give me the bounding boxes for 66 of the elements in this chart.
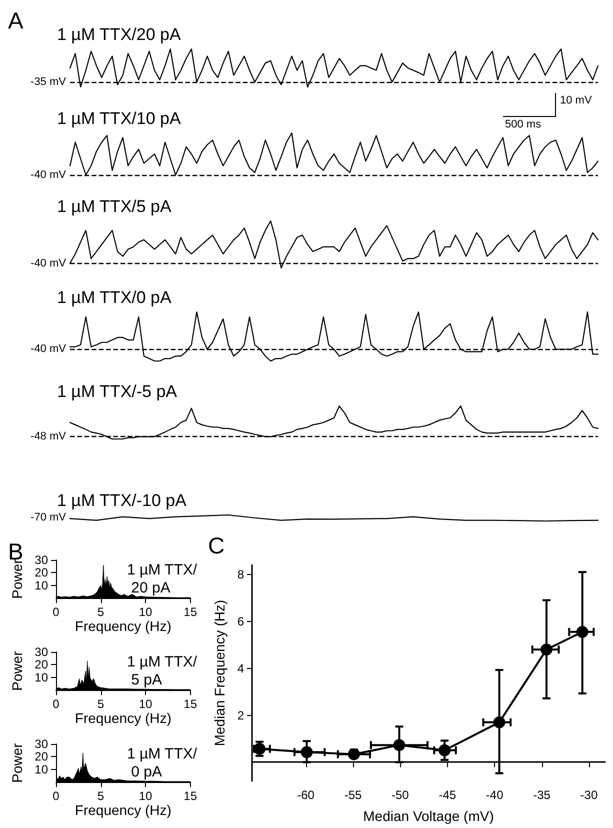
point bbox=[348, 748, 360, 760]
y-tick-label: 20 bbox=[34, 566, 48, 580]
text: 500 ms bbox=[505, 118, 542, 130]
x-tick-label: -55 bbox=[344, 788, 362, 802]
point bbox=[540, 644, 552, 656]
point bbox=[438, 744, 451, 756]
x-tick-label: -60 bbox=[297, 788, 315, 802]
text: C bbox=[208, 532, 225, 558]
x-tick-label: -30 bbox=[580, 788, 598, 802]
x-tick-label: 5 bbox=[97, 605, 104, 620]
y-tick-label: 10 bbox=[34, 578, 48, 592]
point bbox=[493, 716, 506, 728]
annotation: -70 mV bbox=[30, 512, 67, 524]
x-tick-label: 0 bbox=[52, 789, 60, 804]
ref-line-label: -40 mV bbox=[30, 343, 67, 356]
x-tick-label: -50 bbox=[392, 788, 410, 802]
ref-line-label: -48 mV bbox=[30, 430, 67, 443]
text: 1 µM TTX/ 0 pA bbox=[127, 746, 198, 780]
ref-line-label: -40 mV bbox=[30, 169, 67, 181]
y-tick-label: 20 bbox=[34, 658, 48, 672]
chart-title: 1 µM TTX/-10 pA bbox=[57, 491, 188, 510]
y-axis-title: Power bbox=[8, 742, 25, 783]
x-tick-label: 10 bbox=[138, 605, 153, 620]
x-tick-label: 15 bbox=[184, 605, 198, 620]
y-tick-label: 10 bbox=[34, 762, 48, 776]
y-tick-label: 30 bbox=[34, 645, 48, 659]
chart-title: 1 µM TTX/5 pA bbox=[57, 197, 172, 216]
point bbox=[393, 739, 406, 752]
x-tick-label: 15 bbox=[184, 697, 198, 712]
chart-title: 1 µM TTX/0 pA bbox=[57, 288, 172, 307]
x-tick-label: 10 bbox=[138, 697, 153, 712]
point bbox=[576, 626, 588, 638]
x-tick-label: -35 bbox=[533, 788, 551, 802]
chart-title: 1 µM TTX/20 pA bbox=[57, 25, 182, 44]
x-tick-label: 15 bbox=[184, 789, 198, 804]
chart-title: 1 µM TTX/10 pA bbox=[57, 109, 182, 128]
y-tick-label: 30 bbox=[34, 553, 48, 567]
x-tick-label: 0 bbox=[52, 605, 60, 620]
y-tick-label: 4 bbox=[237, 661, 244, 676]
x-axis-title: Frequency (Hz) bbox=[74, 618, 172, 634]
y-tick-label: 8 bbox=[237, 567, 244, 582]
text: A bbox=[8, 8, 24, 34]
text: 1 µM TTX/ 20 pA bbox=[127, 562, 198, 596]
y-axis-title: Median Frequency (Hz) bbox=[211, 600, 228, 746]
ref-line-label: -40 mV bbox=[30, 257, 67, 270]
y-axis-title: Power bbox=[8, 558, 25, 599]
y-tick-label: 30 bbox=[34, 737, 48, 751]
y-tick-label: 20 bbox=[34, 750, 48, 764]
x-tick-label: 0 bbox=[52, 697, 60, 712]
y-tick-label: 10 bbox=[34, 670, 48, 684]
x-axis-title: Frequency (Hz) bbox=[74, 802, 172, 818]
y-axis-title: Power bbox=[8, 650, 25, 691]
x-tick-label: 5 bbox=[97, 789, 104, 804]
x-tick-label: -40 bbox=[486, 788, 504, 802]
x-axis-title: Median Voltage (mV) bbox=[363, 808, 494, 824]
text: 1 µM TTX/ 5 pA bbox=[127, 654, 198, 688]
ref-line-label: -35 mV bbox=[30, 76, 67, 88]
y-tick-label: 6 bbox=[237, 614, 244, 628]
chart-title: 1 µM TTX/-5 pA bbox=[57, 382, 178, 401]
text: 10 mV bbox=[560, 94, 592, 106]
y-tick-label: 2 bbox=[237, 708, 244, 722]
x-axis-title: Frequency (Hz) bbox=[74, 710, 172, 726]
x-tick-label: -45 bbox=[438, 788, 456, 802]
point bbox=[300, 746, 313, 758]
x-tick-label: 5 bbox=[97, 697, 104, 712]
x-tick-label: 10 bbox=[138, 789, 153, 804]
